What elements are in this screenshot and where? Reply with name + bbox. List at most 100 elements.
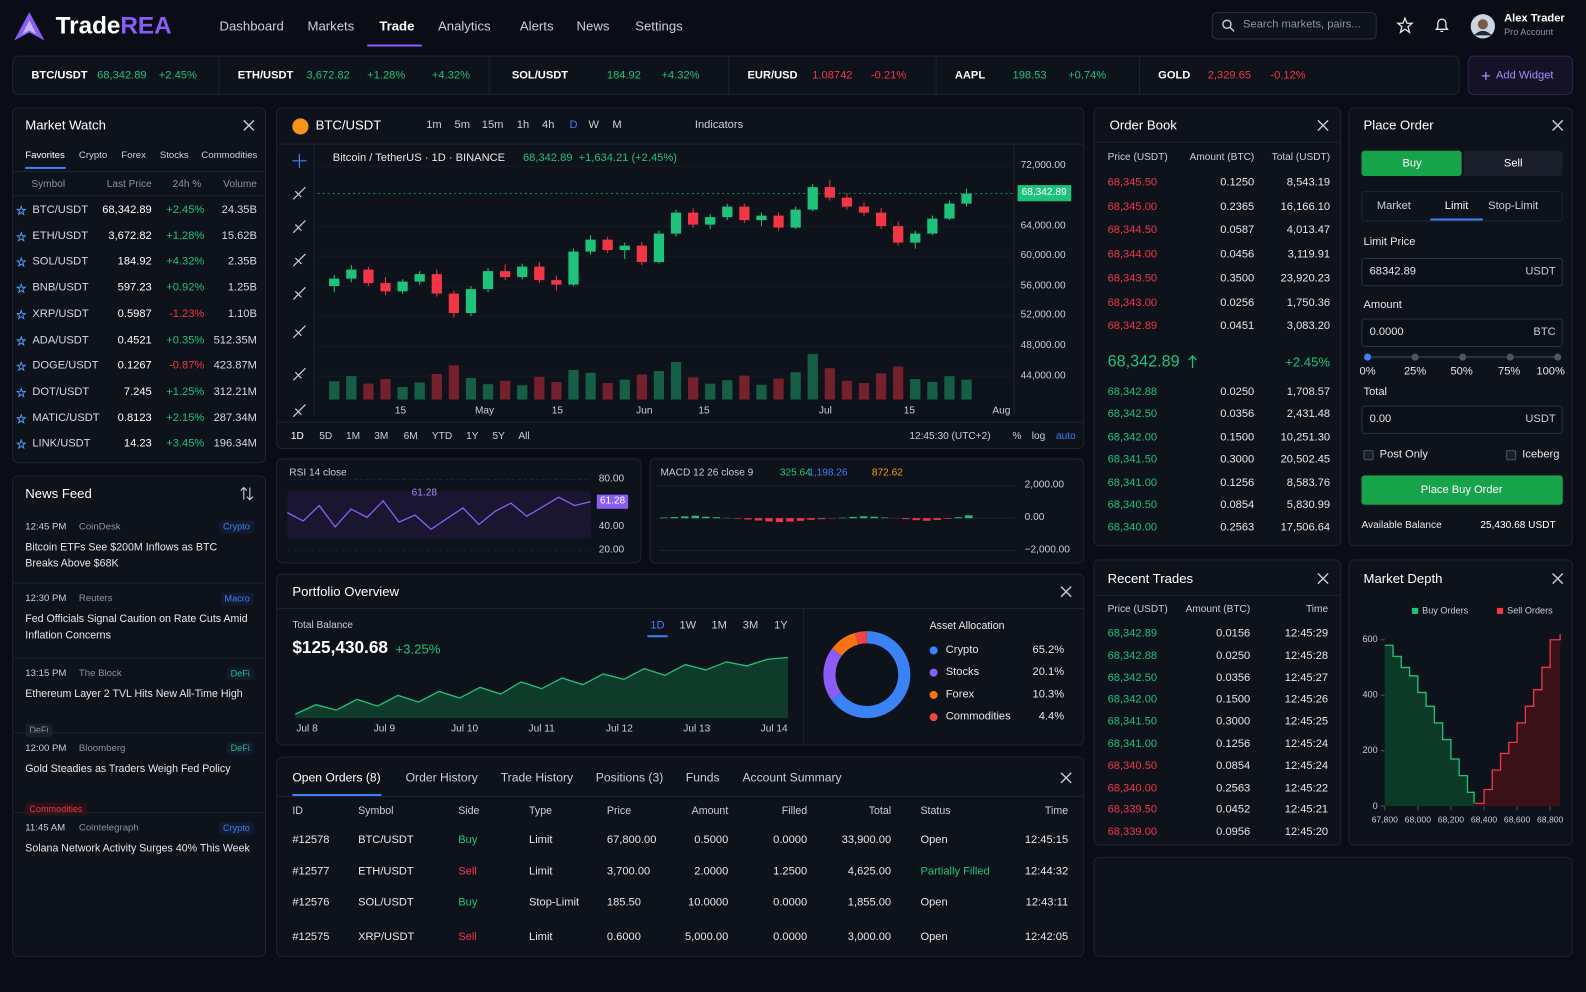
- nav-item[interactable]: Settings: [635, 18, 683, 34]
- tool-icon: [292, 286, 306, 300]
- macd-bar: [849, 516, 857, 519]
- search-placeholder[interactable]: Search markets, pairs...: [1243, 18, 1361, 31]
- close-icon[interactable]: [1317, 119, 1329, 131]
- watch-symbol[interactable]: ADA/USDT: [32, 333, 89, 346]
- watch-price: 0.8123: [117, 411, 152, 424]
- news-headline[interactable]: Solana Network Activity Surges 40% This …: [25, 842, 250, 855]
- range-button[interactable]: 5D: [319, 430, 333, 443]
- orders-tab[interactable]: Open Orders (8): [292, 770, 381, 785]
- trade-cell: 0.0156: [1216, 627, 1251, 640]
- range-button[interactable]: 5Y: [492, 430, 505, 443]
- timeframe[interactable]: 5m: [454, 118, 470, 131]
- checkbox[interactable]: [1506, 450, 1517, 461]
- timeframe[interactable]: 1m: [426, 118, 442, 131]
- news-headline[interactable]: Ethereum Layer 2 TVL Hits New All-Time H…: [25, 687, 243, 700]
- watch-symbol[interactable]: DOT/USDT: [32, 385, 90, 398]
- input-value[interactable]: 0.00: [1369, 413, 1392, 426]
- orders-tab[interactable]: Positions (3): [595, 770, 664, 785]
- watch-tab[interactable]: Commodities: [201, 150, 258, 162]
- ask-cell: 68,345.50: [1107, 176, 1158, 189]
- close-icon[interactable]: [1552, 573, 1564, 585]
- news-headline[interactable]: Gold Steadies as Traders Weigh Fed Polic…: [25, 762, 231, 775]
- watch-symbol[interactable]: LINK/USDT: [32, 437, 91, 450]
- range-button[interactable]: 1W: [679, 619, 697, 632]
- close-icon[interactable]: [243, 119, 255, 131]
- orders-tab[interactable]: Funds: [685, 770, 720, 785]
- watch-symbol[interactable]: XRP/USDT: [32, 307, 89, 320]
- legend-name: Commodities: [945, 710, 1011, 723]
- scale-option[interactable]: log: [1031, 430, 1046, 443]
- volume-bar: [482, 384, 494, 400]
- candle-body: [687, 212, 699, 225]
- sell-tab[interactable]: [1463, 150, 1563, 177]
- x-tick-label: Jul 12: [605, 723, 633, 735]
- close-icon[interactable]: [1552, 119, 1564, 131]
- nav-item[interactable]: Markets: [307, 18, 355, 34]
- search-box[interactable]: [1211, 12, 1377, 40]
- watch-symbol[interactable]: SOL/USDT: [32, 255, 89, 268]
- input-value[interactable]: 68342.89: [1369, 265, 1416, 278]
- nav-item[interactable]: Analytics: [437, 18, 491, 34]
- submit-button[interactable]: [1361, 475, 1563, 505]
- buy-tab[interactable]: [1361, 150, 1462, 177]
- watch-symbol[interactable]: MATIC/USDT: [32, 411, 100, 424]
- orders-tab[interactable]: Account Summary: [742, 770, 842, 785]
- watch-symbol[interactable]: DOGE/USDT: [32, 359, 99, 372]
- range-button[interactable]: 1M: [711, 619, 727, 632]
- range-button[interactable]: All: [518, 430, 530, 443]
- range-button[interactable]: 1M: [345, 430, 361, 443]
- watch-symbol[interactable]: BTC/USDT: [32, 203, 89, 216]
- timeframe[interactable]: 4h: [542, 118, 555, 131]
- range-button[interactable]: 6M: [403, 430, 418, 443]
- watch-symbol[interactable]: BNB/USDT: [32, 281, 89, 294]
- input-box[interactable]: [1361, 318, 1563, 347]
- nav-item[interactable]: News: [576, 18, 610, 34]
- range-button[interactable]: 1D: [290, 430, 304, 443]
- nav-item[interactable]: Alerts: [519, 18, 554, 34]
- news-headline[interactable]: Fed Officials Signal Caution on Rate Cut…: [25, 612, 248, 642]
- range-button[interactable]: 3M: [374, 430, 389, 443]
- range-button[interactable]: 1Y: [774, 619, 788, 632]
- range-button[interactable]: 1Y: [466, 430, 479, 443]
- orders-tab[interactable]: Trade History: [500, 770, 574, 785]
- checkbox-label[interactable]: Post Only: [1379, 448, 1428, 461]
- order-type[interactable]: Market: [1376, 199, 1411, 212]
- ask-cell: 68,342.89: [1107, 320, 1158, 333]
- range-button[interactable]: YTD: [431, 430, 453, 443]
- timeframe[interactable]: D: [569, 118, 578, 131]
- close-icon[interactable]: [1060, 586, 1072, 598]
- nav-item[interactable]: Dashboard: [219, 18, 284, 34]
- watch-tab[interactable]: Forex: [121, 150, 146, 162]
- news-tag: DeFi: [226, 742, 254, 755]
- input-box[interactable]: [1361, 257, 1563, 287]
- watch-tab[interactable]: Crypto: [78, 150, 108, 162]
- timeframe[interactable]: M: [612, 118, 622, 131]
- input-value[interactable]: 0.0000: [1369, 326, 1404, 339]
- timeframe[interactable]: 15m: [481, 118, 504, 131]
- range-button[interactable]: 1D: [650, 619, 665, 632]
- ask-cell: 0.0451: [1220, 320, 1255, 333]
- order-type[interactable]: Limit: [1444, 199, 1469, 212]
- watch-symbol[interactable]: ETH/USDT: [32, 229, 89, 242]
- close-icon[interactable]: [1060, 772, 1072, 784]
- input-box[interactable]: [1361, 405, 1563, 434]
- scale-option[interactable]: auto: [1056, 430, 1076, 443]
- news-extra-tag: DeFi: [25, 723, 53, 737]
- watch-tab[interactable]: Stocks: [159, 150, 189, 162]
- ask-cell: 4,013.47: [1286, 224, 1331, 237]
- scale-option[interactable]: %: [1012, 430, 1022, 443]
- timeframe[interactable]: W: [588, 118, 600, 131]
- timeframe[interactable]: 1h: [516, 118, 530, 131]
- add-widget-label[interactable]: Add Widget: [1496, 69, 1554, 82]
- indicators-button[interactable]: Indicators: [694, 118, 744, 131]
- watch-tab[interactable]: Favorites: [25, 150, 65, 162]
- order-type[interactable]: Stop-Limit: [1488, 199, 1539, 212]
- news-headline[interactable]: Bitcoin ETFs See $200M Inflows as BTC Br…: [25, 541, 218, 570]
- checkbox[interactable]: [1363, 450, 1374, 461]
- range-button[interactable]: 3M: [742, 619, 759, 632]
- pair-selector[interactable]: BTC/USDT: [315, 117, 382, 133]
- checkbox-label[interactable]: Iceberg: [1522, 448, 1560, 461]
- nav-item[interactable]: Trade: [379, 18, 415, 34]
- close-icon[interactable]: [1317, 573, 1329, 585]
- orders-tab[interactable]: Order History: [405, 770, 478, 785]
